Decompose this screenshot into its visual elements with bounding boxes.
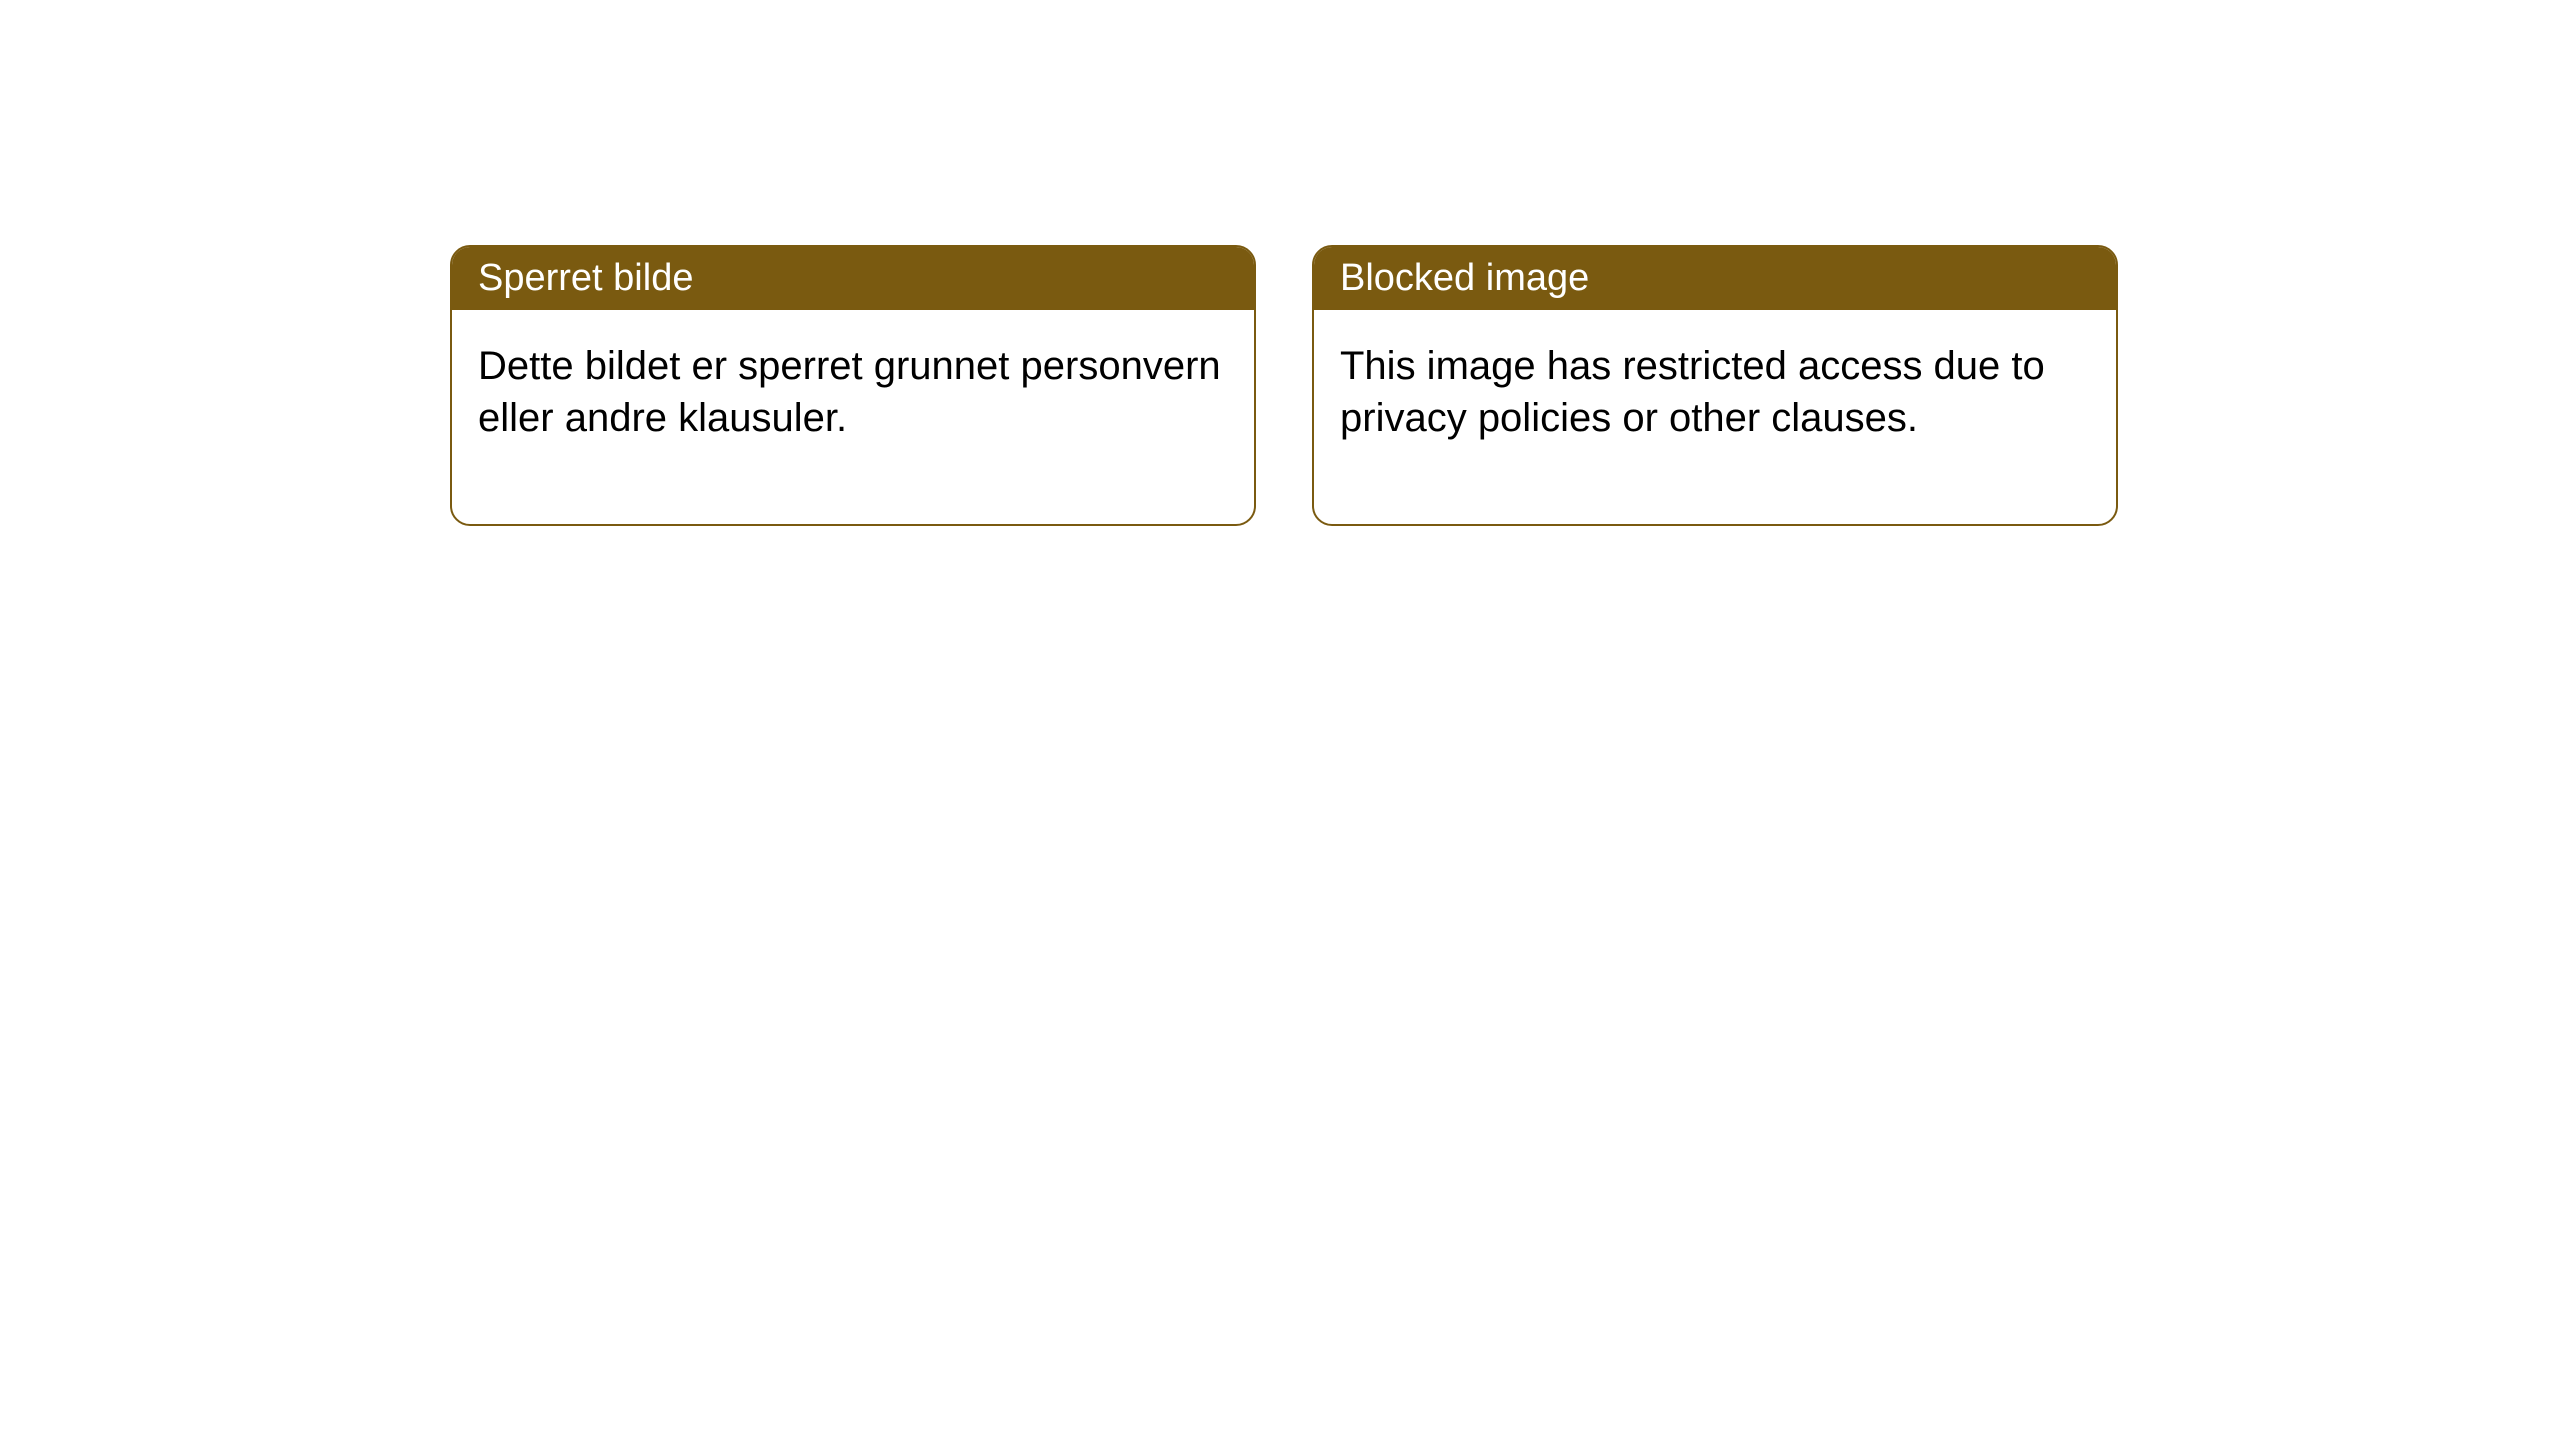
notice-card-english: Blocked image This image has restricted … (1312, 245, 2118, 526)
notice-card-norwegian: Sperret bilde Dette bildet er sperret gr… (450, 245, 1256, 526)
card-body-norwegian: Dette bildet er sperret grunnet personve… (452, 310, 1254, 524)
card-body-english: This image has restricted access due to … (1314, 310, 2116, 524)
notice-cards-container: Sperret bilde Dette bildet er sperret gr… (450, 245, 2118, 526)
card-title-english: Blocked image (1314, 247, 2116, 310)
card-title-norwegian: Sperret bilde (452, 247, 1254, 310)
